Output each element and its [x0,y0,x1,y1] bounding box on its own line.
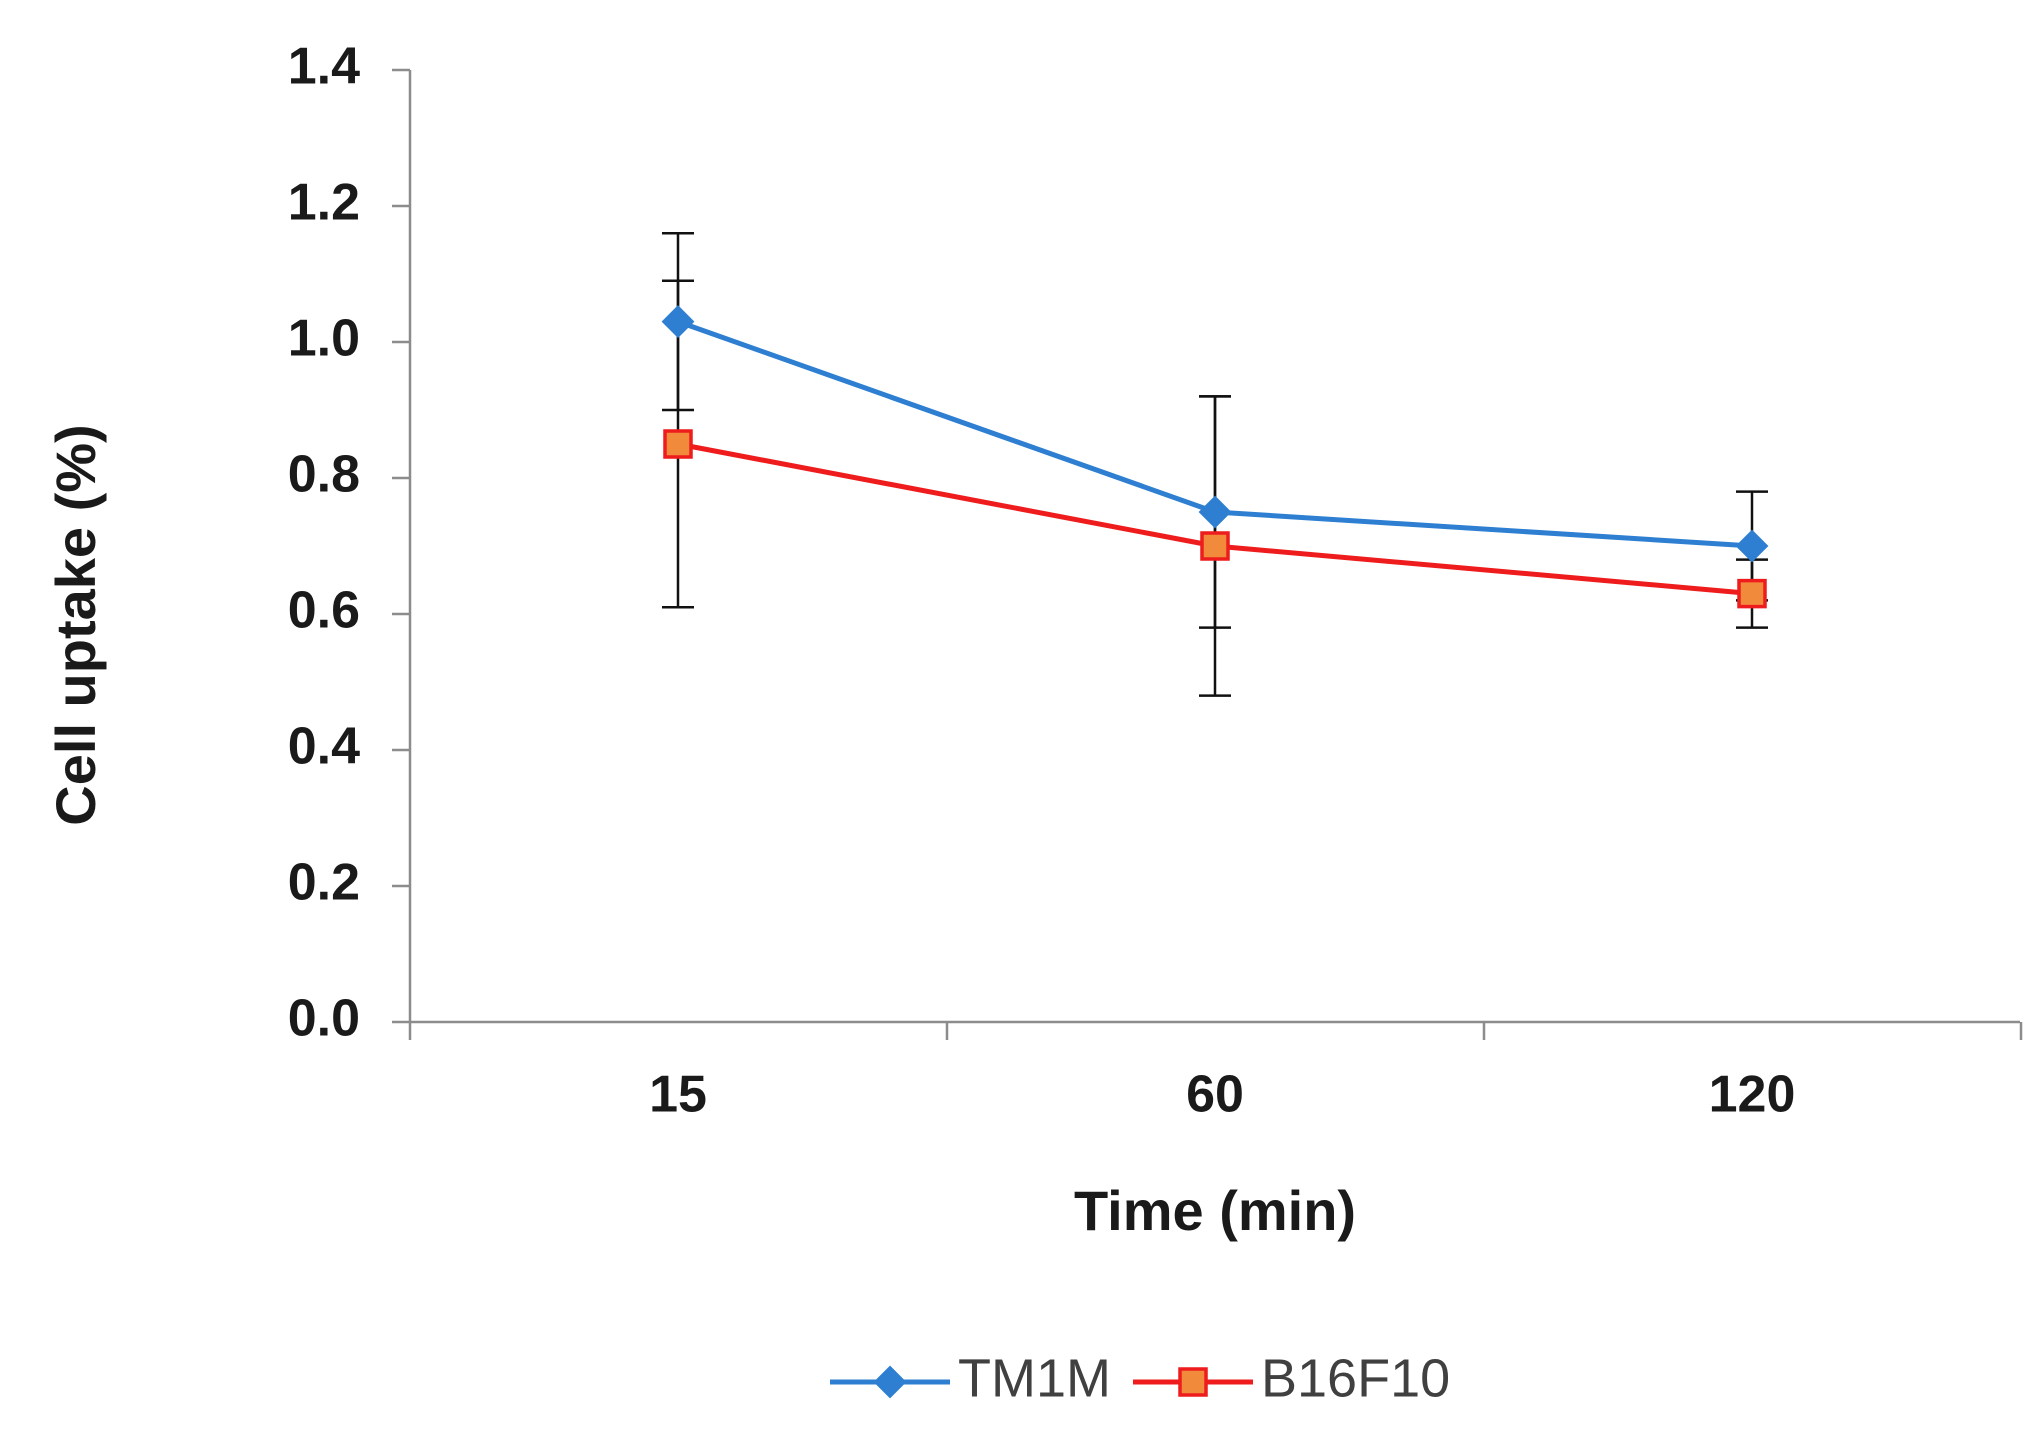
legend-entry-b16f10: B16F10 [1133,1348,1450,1408]
data-point [1198,495,1232,529]
y-tick-label: 0.6 [288,582,360,640]
x-axis-title: Time (min) [1074,1179,1356,1242]
legend-marker [1178,1367,1208,1397]
legend-marker [873,1365,907,1399]
error-bars-b16f10 [662,279,1768,697]
series-layer [661,231,1769,697]
data-point [1735,529,1769,563]
markers-b16f10 [663,429,1767,609]
legend-label: B16F10 [1261,1348,1450,1408]
y-tick-label: 0.2 [288,854,360,912]
y-axis-title: Cell uptake (%) [44,424,107,825]
data-point [663,429,693,459]
y-axis-ticks: 0.0 0.2 0.4 0.6 0.8 1.0 1.2 1.4 [288,38,410,1048]
y-tick-label: 1.4 [288,38,360,96]
y-tick-label: 0.0 [288,990,360,1048]
y-tick-label: 0.8 [288,446,360,504]
legend-label: TM1M [958,1348,1111,1408]
x-tick-label: 120 [1709,1066,1796,1124]
x-axis-ticks: 15 60 120 [408,1022,2023,1124]
x-tick-label: 15 [649,1066,707,1124]
data-point [661,305,695,339]
axes [408,70,2020,1024]
y-tick-label: 1.0 [288,310,360,368]
y-tick-label: 1.2 [288,174,360,232]
legend-entry-tm1m: TM1M [830,1348,1111,1408]
data-point [1737,578,1767,609]
y-tick-label: 0.4 [288,718,360,776]
data-point [1200,531,1230,561]
legend: TM1M B16F10 [830,1348,1450,1408]
markers-tm1m [661,305,1769,563]
x-tick-label: 60 [1186,1066,1244,1124]
